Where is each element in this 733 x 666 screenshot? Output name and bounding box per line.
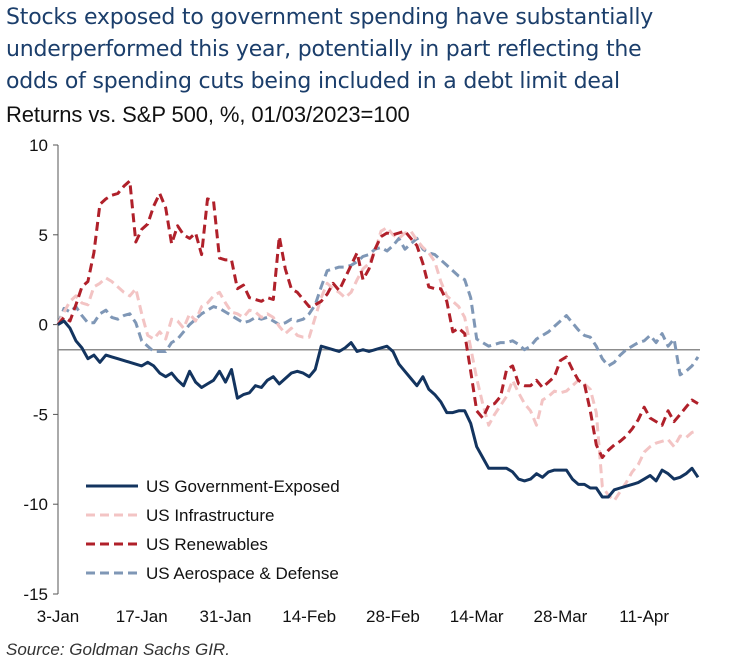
y-tick-label: -15: [23, 585, 48, 604]
y-tick-label: 10: [29, 136, 48, 155]
x-tick-label: 14-Mar: [450, 607, 504, 626]
source-note: Source: Goldman Sachs GIR.: [6, 640, 230, 660]
series-line-us-aerospace-defense: [58, 238, 698, 375]
line-chart: 10 5 0 -5 -10 -15 3-Jan 17-Jan 31-Jan 14-Feb 28-Fe…: [0, 0, 733, 630]
legend-label: US Renewables: [146, 535, 268, 554]
y-tick-label: -10: [23, 495, 48, 514]
series-line-us-renewables: [58, 181, 698, 458]
x-tick-label: 14-Feb: [282, 607, 336, 626]
legend-label: US Infrastructure: [146, 506, 275, 525]
legend-label: US Government-Exposed: [146, 477, 340, 496]
y-tick-label: -5: [33, 405, 48, 424]
y-tick-label: 5: [39, 226, 48, 245]
x-tick-label: 11-Apr: [619, 607, 669, 626]
x-tick-label: 31-Jan: [199, 607, 251, 626]
series-line-us-infrastructure: [58, 228, 698, 501]
x-tick-label: 17-Jan: [116, 607, 168, 626]
x-tick-label: 28-Mar: [534, 607, 588, 626]
y-tick-label: 0: [39, 316, 48, 335]
x-tick-label: 28-Feb: [366, 607, 420, 626]
x-tick-label: 3-Jan: [37, 607, 80, 626]
legend-label: US Aerospace & Defense: [146, 564, 339, 583]
